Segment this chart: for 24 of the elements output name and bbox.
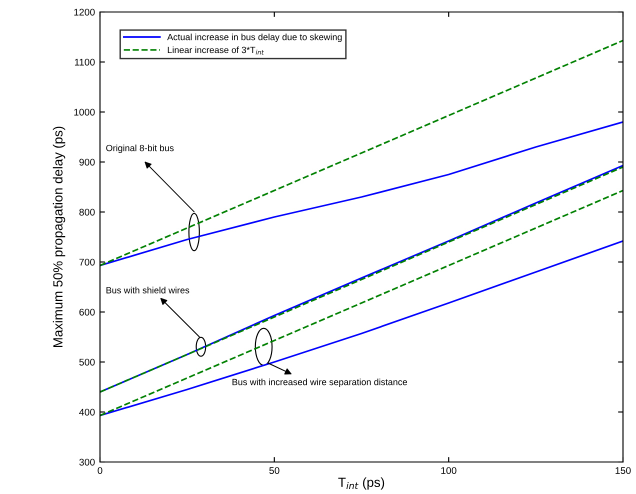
y-tick-label: 1200 [74, 8, 95, 16]
line-series [100, 190, 623, 416]
y-tick-label: 400 [79, 408, 95, 416]
x-axis-title: T$_{int}$ (ps) [338, 477, 384, 490]
y-tick-label: 1000 [74, 108, 95, 116]
y-tick-label: 800 [79, 208, 95, 216]
y-tick-label: 900 [79, 158, 95, 166]
y-tick-label: 700 [79, 258, 95, 266]
line-series [100, 240, 623, 416]
annotation: Bus with shield wires [106, 286, 190, 294]
x-tick-label: 0 [98, 467, 102, 474]
y-tick-label: 600 [79, 308, 95, 316]
legend-label: Actual increase in bus delay due to skewing [167, 34, 342, 42]
x-tick-label: 100 [441, 467, 456, 474]
x-tick-label: 50 [269, 467, 280, 474]
y-tick-label: 500 [79, 358, 95, 366]
y-tick-label: 300 [79, 458, 95, 466]
line-series [100, 121, 623, 266]
annotation: Original 8-bit bus [106, 144, 174, 154]
annotation: Bus with increased wire separation distance [232, 378, 408, 388]
legend-label: Linear increase of 3*T$_{int}$ [168, 46, 264, 55]
x-tick-label: 150 [616, 467, 631, 474]
y-axis-title: Maximum 50% propagation delay (ps) [52, 126, 66, 348]
y-tick-label: 1100 [74, 58, 95, 66]
